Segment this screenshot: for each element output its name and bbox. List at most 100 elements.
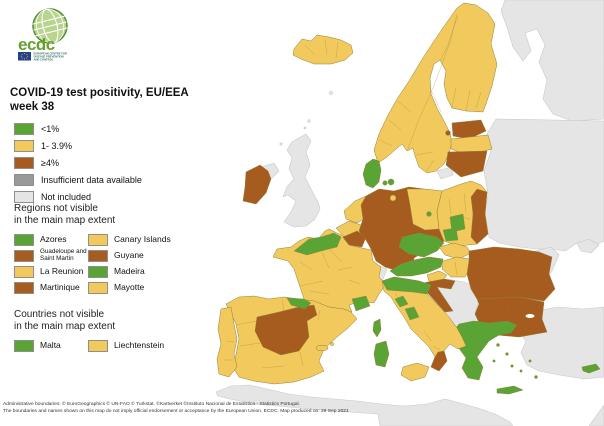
map-region-hebrides [279, 142, 283, 146]
ecdc-org-line3: AND CONTROL [34, 58, 54, 62]
legend-label: Insufficient data available [41, 174, 142, 185]
map-region-poland-south [442, 227, 459, 242]
map-region-italy-center-a [394, 295, 409, 308]
map-region-orkney [303, 126, 307, 130]
legend-swatch-high [14, 156, 34, 169]
map-region-greece [454, 320, 518, 381]
map-region-france-north [293, 232, 342, 256]
countries-legend-title-line2: in the main map extent [14, 320, 116, 332]
legend-row: Insufficient data available [14, 171, 142, 188]
map-region-ireland [242, 164, 272, 205]
map-region-faroe [329, 91, 333, 95]
map-region-eastern-europe [483, 118, 604, 252]
map-title-line2: week 38 [10, 101, 55, 113]
map-region-aegean-island [505, 352, 509, 356]
map-region-aegean-island [519, 369, 523, 373]
map-region-uk [282, 133, 321, 228]
ecdc-org-line1: EUROPEAN CENTRE FOR [34, 52, 68, 56]
map-region-corsica [372, 318, 382, 338]
map-region-kaliningrad [436, 166, 454, 180]
map-region-russia-north [500, 0, 604, 122]
legend-row: ≥4% [14, 154, 142, 171]
map-region-czechia [398, 232, 445, 258]
legend-item-guyane: Guyane [88, 249, 185, 262]
map-region-croatia [422, 278, 456, 313]
map-region-scandinavia [373, 2, 498, 174]
map-region-estonia [451, 119, 487, 140]
map-region-poland-central [449, 213, 466, 233]
map-region-crimea [576, 238, 600, 254]
ecdc-org-line2: DISEASE PREVENTION [34, 55, 64, 59]
legend-label: Guyane [114, 250, 144, 261]
regions-not-visible-legend: Regions not visible in the main map exte… [14, 203, 199, 294]
legend-item-malta: Malta [14, 339, 88, 352]
footer-line2: The boundaries and names shown on this m… [3, 408, 349, 414]
legend-swatch [88, 339, 108, 352]
map-region-portugal [216, 306, 238, 378]
map-region-shetland [307, 119, 311, 123]
map-region-levant [588, 404, 604, 426]
legend-swatch-insufficient [14, 173, 34, 186]
internal-region-borders [224, 13, 535, 369]
map-region-romania [466, 246, 556, 302]
legend-swatch [88, 265, 108, 278]
map-region-denmark [362, 158, 382, 189]
legend-item-martinique: Martinique [14, 281, 88, 294]
legend-label: Malta [40, 340, 61, 351]
map-region-calabria [430, 350, 448, 372]
legend-item-guadeloupe: Guadeloupe and Saint Martin [14, 248, 88, 262]
map-region-funen [382, 180, 388, 186]
legend-item-mayotte: Mayotte [88, 281, 185, 294]
legend-item-liechtenstein: Liechtenstein [88, 339, 185, 352]
map-region-menorca [330, 342, 334, 346]
globe-icon [32, 8, 68, 44]
map-legend: <1% 1- 3.9% ≥4% Insufficient data availa… [14, 120, 142, 205]
legend-swatch [88, 249, 108, 262]
legend-row: <1% [14, 120, 142, 137]
footer-line1: Administrative boundaries: © EuroGeograp… [3, 402, 300, 407]
legend-item-madeira: Madeira [88, 265, 185, 278]
regions-legend-title-line2: in the main map extent [14, 214, 116, 226]
legend-item-la-reunion: La Reunion [14, 265, 88, 278]
legend-swatch [14, 265, 34, 278]
map-title: COVID-19 test positivity, EU/EEA week 38 [10, 86, 189, 114]
legend-label: La Reunion [40, 266, 84, 277]
legend-label: Martinique [40, 282, 80, 293]
legend-swatch [14, 233, 34, 246]
map-region-rhodes [534, 375, 538, 379]
map-region-italy-center-b [404, 306, 420, 321]
map-region-spain-north [286, 297, 312, 310]
legend-item-azores: Azores [14, 233, 88, 246]
legend-label: ≥4% [41, 157, 59, 168]
map-region-crete [496, 385, 524, 395]
ecdc-logo: ecdc EUROPEAN CENTRE FOR DISEASE PREVENT… [12, 6, 90, 62]
legend-row: Not included [14, 188, 142, 205]
legend-swatch [14, 339, 34, 352]
map-region-aegean-island [510, 364, 514, 368]
map-region-saaremaa [445, 130, 451, 136]
map-region-berlin [426, 211, 432, 217]
map-region-zealand [387, 178, 395, 186]
map-footer: Administrative boundaries: © EuroGeograp… [3, 402, 423, 415]
map-region-austria [389, 256, 444, 277]
sea-of-marmara [525, 314, 535, 318]
map-region-italy-north [381, 276, 432, 295]
legend-swatch-low [14, 122, 34, 135]
legend-swatch-none [14, 190, 34, 203]
map-region-poland-east [470, 188, 489, 245]
legend-label: 1- 3.9% [41, 140, 73, 151]
map-region-cyprus [581, 363, 601, 374]
legend-label: <1% [41, 123, 60, 134]
countries-not-visible-legend: Countries not visible in the main map ex… [14, 309, 199, 352]
legend-swatch [88, 233, 108, 246]
map-region-france-southwest [351, 295, 371, 312]
map-region-hamburg [389, 194, 397, 202]
legend-label: Not included [41, 191, 92, 202]
map-region-aegean-island [528, 359, 532, 363]
map-region-sicily [400, 362, 430, 382]
legend-swatch-mid [14, 139, 34, 152]
map-region-north-africa [215, 384, 514, 426]
legend-label: Liechtenstein [114, 340, 165, 351]
ecdc-wordmark: ecdc [18, 35, 55, 54]
